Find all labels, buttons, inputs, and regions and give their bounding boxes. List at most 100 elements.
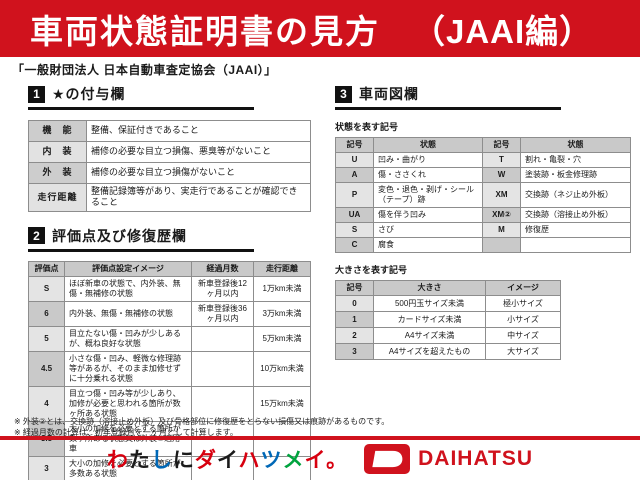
table-cell: 修復歴: [520, 222, 631, 238]
table-cell: 2: [335, 327, 374, 344]
table-row: 4.5 小さな傷・凹み、軽微な修理跡等があるが、そのまま加修せずに十分乗れる状態 1…: [28, 350, 311, 387]
slogan-char: に: [172, 449, 195, 472]
table-cell: 変色・退色・剥げ・シール（テープ）跡: [373, 182, 483, 208]
header-cell: 大きさ: [373, 280, 486, 296]
section3-heading: 3 車両図欄: [335, 84, 561, 110]
star-criteria-body: 機 能整備、保証付きであること内 装補修の必要な目立つ損傷、悪臭等がないこと外 …: [28, 120, 311, 212]
table-row: U 凹み・曲がり T 割れ・亀裂・穴: [335, 152, 631, 168]
table-cell: 小さな傷・凹み、軽微な修理跡等があるが、そのまま加修せずに十分乗れる状態: [64, 350, 192, 387]
left-column: 1 ★の付与欄 機 能整備、保証付きであること内 装補修の必要な目立つ損傷、悪臭…: [28, 84, 311, 480]
brand-slogan: わたしにダイハツメイ。: [107, 444, 348, 474]
table-cell: [191, 325, 254, 352]
size-symbols-table: 記号 大きさ イメージ 0 500円玉サイズ未満 極小サイズ 1 カードサイズ未満 小サイズ 2…: [335, 280, 561, 360]
table-cell: 極小サイズ: [485, 295, 561, 312]
table-cell: 大小の加修を必要とする箇所が多数ある状態: [64, 455, 192, 480]
table-row: UA 傷を伴う凹み XM② 交換跡（溶接止め外板）: [335, 207, 631, 223]
table-cell: 1万km未満: [253, 275, 311, 302]
grade-table: 評価点 評価点設定イメージ 経過月数 走行距離 S ほぼ新車の状態で、内外装、無傷・無補…: [28, 260, 311, 480]
header-cell: 走行距離: [253, 260, 311, 277]
grade-table-header-row: 評価点 評価点設定イメージ 経過月数 走行距離: [28, 260, 311, 277]
table-cell: M: [482, 222, 521, 238]
table-cell: 10万km未満: [253, 350, 311, 387]
table-row: 6 内外装、無傷・無補修の状態 新車登録後36ヶ月以内 3万km未満: [28, 300, 311, 327]
table-cell: 大サイズ: [485, 343, 561, 360]
table-cell: [191, 455, 254, 480]
table-cell: 1: [335, 311, 374, 328]
condition-symbols-header-row: 記号 状態 記号 状態: [335, 137, 631, 153]
header-cell: 記号: [335, 280, 374, 296]
header-cell: 評価点設定イメージ: [64, 260, 192, 277]
table-cell: 新車登録後36ヶ月以内: [191, 300, 254, 327]
section1-heading: 1 ★の付与欄: [28, 84, 254, 110]
brand-footer: わたしにダイハツメイ。 DAIHATSU: [0, 444, 640, 474]
table-cell: 5万km未満: [253, 325, 311, 352]
table-cell: 0: [335, 295, 374, 312]
table-cell: 新車登録後12ヶ月以内: [191, 275, 254, 302]
table-cell: 交換跡（ネジ止め外板）: [520, 182, 631, 208]
condition-symbols-table: 記号 状態 記号 状態 U 凹み・曲がり T 割れ・亀裂・穴 A 傷・ささくれ W 塗装跡・板金修理…: [335, 137, 631, 253]
table-cell: U: [335, 152, 374, 168]
section1-number-badge: 1: [28, 85, 45, 103]
size-symbols-body: 0 500円玉サイズ未満 極小サイズ 1 カードサイズ未満 小サイズ 2 A4サイズ未満 中サイ…: [335, 295, 561, 360]
table-row: 4 目立つ傷・凹み等が少しあり、加修が必要と思われる箇所が数ヶ所ある状態 15万km…: [28, 385, 311, 422]
table-cell: [520, 237, 631, 253]
table-cell: 中サイズ: [485, 327, 561, 344]
section2-number-badge: 2: [28, 227, 45, 244]
table-cell: 4.5: [28, 350, 65, 387]
table-cell: ほぼ新車の状態で、内外装、無傷・無補修の状態: [64, 275, 192, 302]
right-column: 3 車両図欄 状態を表す記号 記号 状態 記号 状態 U 凹み・曲がり T 割れ・亀裂・穴 A…: [335, 84, 631, 360]
condition-symbols-body: U 凹み・曲がり T 割れ・亀裂・穴 A 傷・ささくれ W 塗装跡・板金修理跡 P 変色・退色・剥…: [335, 152, 631, 253]
table-cell: UA: [335, 207, 374, 223]
daihatsu-logo: DAIHATSU: [364, 444, 533, 474]
table-cell: 内 装: [28, 141, 87, 163]
section2-heading: 2 評価点及び修復歴欄: [28, 226, 254, 252]
table-cell: A: [335, 167, 374, 183]
table-cell: W: [482, 167, 521, 183]
header-cell: 状態: [373, 137, 483, 153]
table-cell: 整備記録簿等があり、実走行であることが確認できること: [86, 183, 311, 212]
header-cell: 経過月数: [191, 260, 254, 277]
size-symbols-header-row: 記号 大きさ イメージ: [335, 280, 561, 296]
slogan-char: た: [128, 449, 151, 472]
table-row: S ほぼ新車の状態で、内外装、無傷・無補修の状態 新車登録後12ヶ月以内 1万km未満: [28, 275, 311, 302]
slogan-char: ツ: [260, 449, 283, 472]
table-cell: A4サイズを超えたもの: [373, 343, 486, 360]
table-cell: 整備、保証付きであること: [86, 120, 311, 142]
title-banner: 車両状態証明書の見方 （JAAI編）: [0, 0, 640, 57]
table-row: 1 カードサイズ未満 小サイズ: [335, 311, 561, 328]
table-row: 内 装補修の必要な目立つ損傷、悪臭等がないこと: [28, 141, 311, 163]
section3-title: 車両図欄: [359, 86, 419, 102]
table-cell: 塗装跡・板金修理跡: [520, 167, 631, 183]
condition-symbols-caption: 状態を表す記号: [335, 122, 399, 132]
footnote-1: ※ 外装②とは、交換跡（溶接止め外板）及び骨格部位に修復歴をとらない損傷又は痕跡…: [14, 417, 390, 426]
brand-wordmark: DAIHATSU: [418, 447, 534, 470]
table-row: A 傷・ささくれ W 塗装跡・板金修理跡: [335, 167, 631, 183]
table-row: 3 大小の加修を必要とする箇所が多数ある状態: [28, 455, 311, 480]
table-cell: S: [28, 275, 65, 302]
footnotes: ※ 外装②とは、交換跡（溶接止め外板）及び骨格部位に修復歴をとらない損傷又は痕跡…: [14, 416, 389, 438]
table-cell: 凹み・曲がり: [373, 152, 483, 168]
table-cell: P: [335, 182, 374, 208]
table-cell: 機 能: [28, 120, 87, 142]
slogan-char: し: [150, 449, 173, 472]
table-row: 機 能整備、保証付きであること: [28, 120, 311, 142]
slogan-char: ダ: [194, 449, 217, 472]
table-cell: 傷・ささくれ: [373, 167, 483, 183]
slogan-char: イ: [216, 449, 239, 472]
table-cell: C: [335, 237, 374, 253]
table-cell: 3: [335, 343, 374, 360]
table-cell: 小サイズ: [485, 311, 561, 328]
table-cell: 目立たない傷・凹みが少しあるが、概ね良好な状態: [64, 325, 192, 352]
table-cell: 3万km未満: [253, 300, 311, 327]
header-cell: 記号: [335, 137, 374, 153]
table-cell: 割れ・亀裂・穴: [520, 152, 631, 168]
size-symbols-head: 記号 大きさ イメージ: [335, 280, 561, 296]
slogan-char: メ: [282, 449, 305, 472]
table-cell: 5: [28, 325, 65, 352]
table-row: 2 A4サイズ未満 中サイズ: [335, 327, 561, 344]
table-cell: 腐食: [373, 237, 483, 253]
table-cell: 3: [28, 455, 65, 480]
organization-subtitle: 「一般財団法人 日本自動車査定協会（JAAI）」: [12, 63, 277, 77]
table-cell: 交換跡（溶接止め外板）: [520, 207, 631, 223]
table-cell: A4サイズ未満: [373, 327, 486, 344]
